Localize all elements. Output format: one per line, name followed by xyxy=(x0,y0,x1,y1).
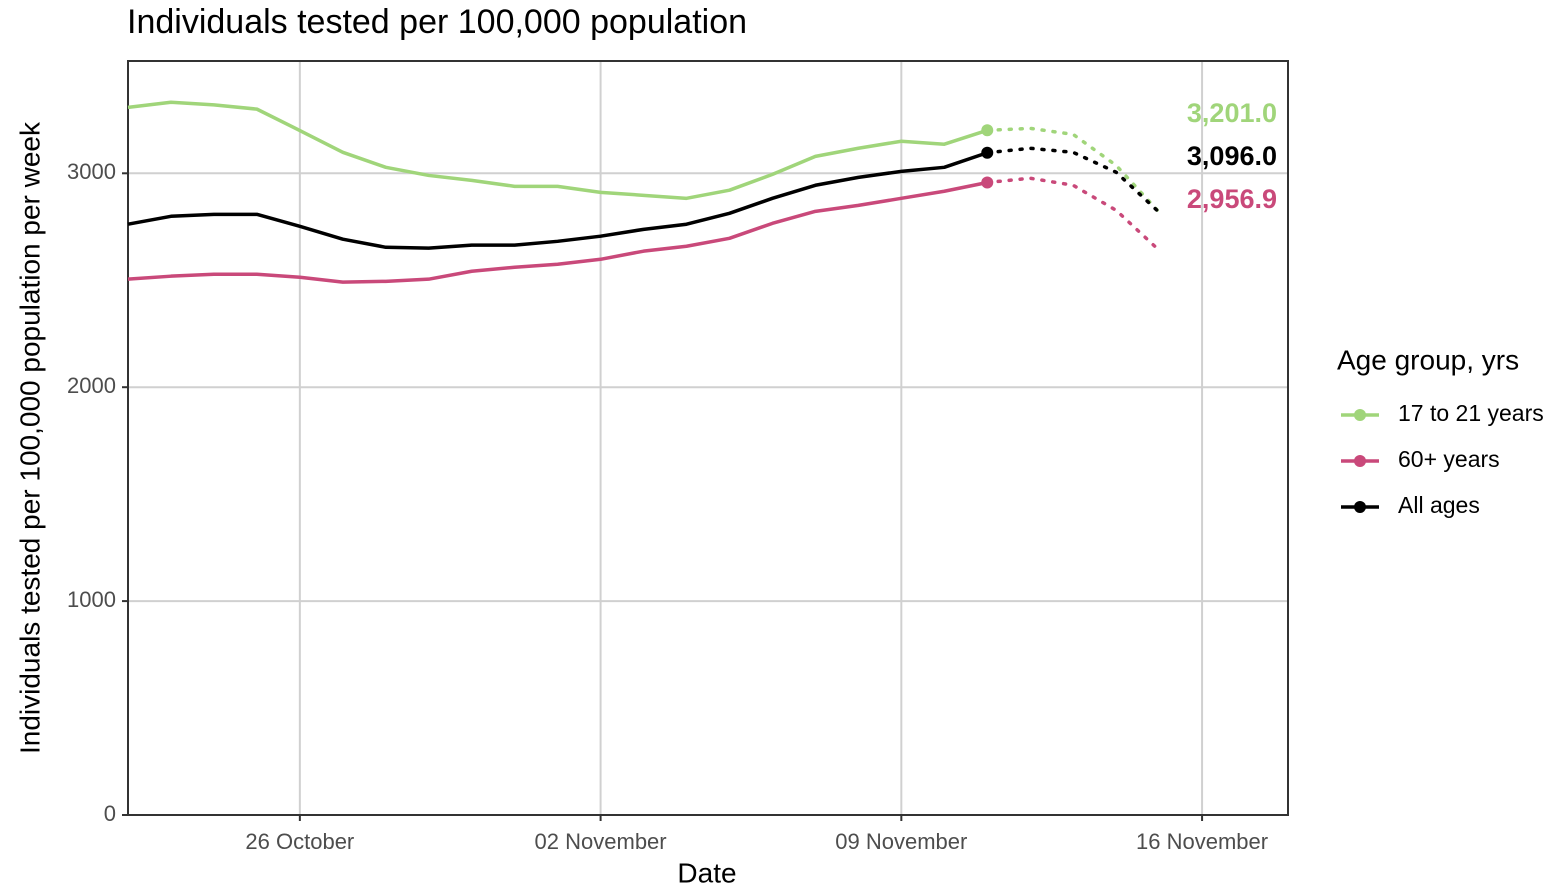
y-tick-label: 0 xyxy=(104,801,116,826)
legend-key-dot xyxy=(1354,409,1366,421)
x-tick-label: 26 October xyxy=(245,829,354,854)
projection-line xyxy=(985,146,1161,214)
legend-label: 17 to 21 years xyxy=(1398,400,1544,426)
legend-key-dot xyxy=(1354,455,1366,467)
end-point xyxy=(981,176,994,189)
legend-label: 60+ years xyxy=(1398,446,1500,472)
end-point xyxy=(981,124,994,137)
value-label: 2,956.9 xyxy=(1187,184,1277,214)
legend-title: Age group, yrs xyxy=(1337,344,1519,375)
y-tick-label: 1000 xyxy=(67,587,116,612)
y-tick-label: 3000 xyxy=(67,159,116,184)
projection-line xyxy=(985,126,1161,214)
series-line xyxy=(127,151,988,250)
legend-label: All ages xyxy=(1398,492,1480,518)
end-point xyxy=(981,146,994,159)
chart-title: Individuals tested per 100,000 populatio… xyxy=(127,3,747,41)
value-label: 3,096.0 xyxy=(1187,141,1277,171)
projection-line xyxy=(985,176,1161,253)
x-axis-label: Date xyxy=(677,857,736,888)
x-tick-label: 16 November xyxy=(1136,829,1268,854)
x-tick-label: 02 November xyxy=(535,829,667,854)
x-tick-label: 09 November xyxy=(835,829,967,854)
series-line xyxy=(127,180,988,284)
series-line xyxy=(127,100,988,201)
legend-key-dot xyxy=(1354,501,1366,513)
plot-border xyxy=(127,60,1289,816)
y-tick-label: 2000 xyxy=(67,373,116,398)
y-axis-label: Individuals tested per 100,000 populatio… xyxy=(14,121,45,754)
value-label: 3,201.0 xyxy=(1187,98,1277,128)
